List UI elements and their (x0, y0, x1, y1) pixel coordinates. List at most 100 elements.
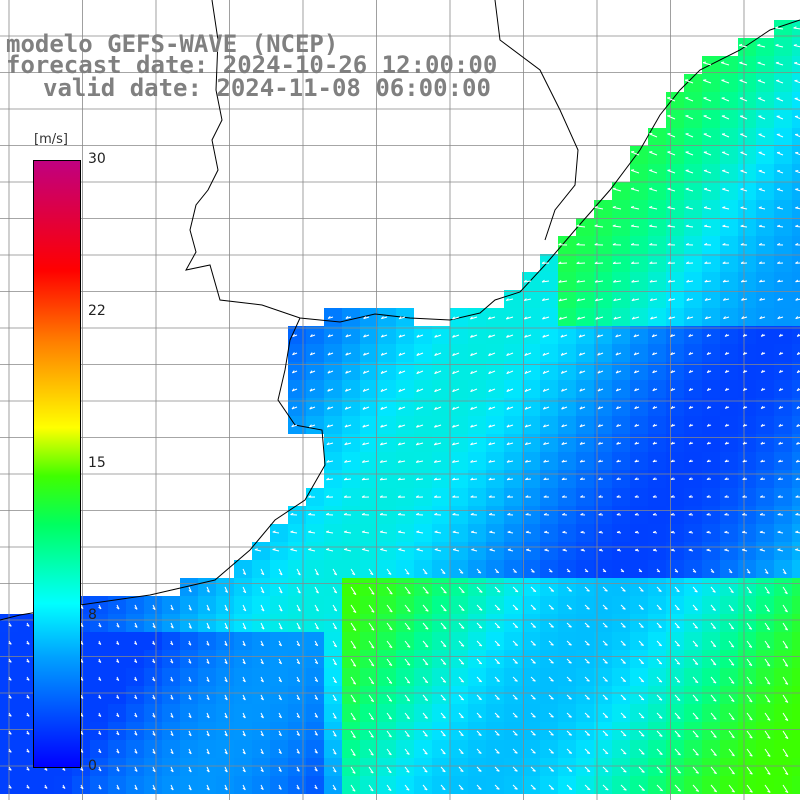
wind-arrow-head (326, 442, 330, 446)
wind-arrow-head (380, 388, 384, 392)
wind-arrow-head (416, 334, 420, 338)
wind-arrow (422, 586, 429, 594)
wind-arrow-head (380, 406, 384, 410)
wind-arrow-head (713, 699, 717, 702)
wind-arrow-head (134, 678, 138, 682)
wind-arrow (638, 730, 645, 737)
wind-arrow-head (397, 512, 402, 516)
wind-arrow-head (586, 752, 590, 754)
wind-arrow (758, 170, 766, 174)
wind-arrow (524, 388, 532, 392)
wind-arrow-head (362, 388, 366, 392)
wind-arrow-head (622, 626, 626, 628)
wind-arrow (728, 622, 735, 630)
wind-arrow-head (568, 752, 572, 754)
wind-arrow (416, 334, 424, 338)
wind-arrow-head (443, 645, 447, 648)
wind-arrow-head (724, 477, 728, 480)
wind-arrow-head (278, 697, 282, 701)
wind-arrow-head (478, 698, 482, 701)
wind-arrow-head (747, 571, 751, 574)
wind-arrow-head (314, 643, 319, 647)
wind-arrow (686, 280, 694, 283)
wind-arrow (542, 298, 550, 302)
wind-arrow-head (470, 316, 473, 320)
wind-arrow-head (688, 333, 692, 337)
wind-arrow-head (470, 459, 474, 463)
wind-arrow-head (634, 423, 638, 427)
wind-arrow (506, 406, 514, 410)
wind-arrow (686, 298, 694, 301)
wind-arrow (674, 640, 681, 647)
wind-arrow-head (327, 388, 330, 392)
wind-arrow (776, 133, 784, 138)
wind-arrow-head (766, 609, 770, 612)
wind-arrow-head (785, 718, 789, 721)
wind-arrow-head (766, 627, 770, 631)
wind-arrow-head (8, 768, 12, 771)
wind-arrow-head (724, 548, 728, 551)
wind-arrow-head (795, 261, 799, 264)
wind-arrow-head (278, 661, 282, 665)
wind-arrow-head (406, 752, 410, 755)
wind-arrow (260, 568, 265, 575)
wind-arrow-head (134, 714, 138, 718)
wind-arrow-head (542, 316, 545, 320)
wind-arrow-head (315, 609, 319, 612)
wind-arrow-head (254, 548, 258, 551)
wind-arrow-head (8, 642, 12, 645)
wind-arrow-head (550, 697, 554, 700)
wind-arrow (494, 658, 501, 664)
wind-cell (792, 362, 800, 380)
wind-arrow-head (8, 660, 12, 663)
wind-arrow (740, 133, 748, 138)
wind-arrow-head (542, 334, 546, 338)
wind-arrow-head (706, 495, 710, 498)
wind-arrow-head (704, 298, 708, 301)
wind-arrow (722, 207, 730, 210)
wind-arrow-head (793, 26, 797, 29)
wind-arrow-head (577, 316, 580, 320)
wind-arrow-head (397, 495, 401, 498)
wind-arrow-head (206, 590, 210, 593)
wind-arrow (685, 188, 694, 192)
wind-arrow (434, 388, 442, 393)
wind-cell (792, 416, 800, 434)
wind-arrow-head (26, 624, 30, 627)
wind-arrow-head (116, 769, 120, 772)
wind-arrow-head (514, 751, 518, 754)
wind-arrow (566, 748, 573, 754)
wind-arrow-head (668, 316, 672, 320)
wind-arrow (668, 280, 676, 283)
wind-arrow-head (670, 477, 674, 480)
wind-arrow (404, 730, 410, 737)
wind-arrow-head (783, 571, 787, 575)
wind-arrow-head (452, 389, 455, 393)
wind-arrow-head (333, 680, 337, 684)
wind-arrow-head (778, 441, 782, 445)
wind-arrow-head (724, 423, 728, 427)
wind-arrow-head (641, 752, 645, 755)
wind-arrow-head (309, 352, 313, 356)
wind-arrow-head (206, 661, 210, 664)
wind-arrow-head (206, 697, 210, 701)
wind-arrow-head (706, 477, 710, 480)
wind-arrow-head (224, 590, 228, 593)
wind-arrow-head (116, 678, 120, 681)
wind-arrow (476, 604, 483, 611)
wind-arrow-head (604, 680, 608, 682)
wind-arrow-head (242, 572, 246, 575)
wind-arrow-head (649, 261, 653, 264)
wind-arrow-head (742, 387, 746, 391)
wind-arrow (710, 676, 717, 684)
wind-arrow (452, 460, 460, 463)
wind-arrow-head (649, 169, 653, 171)
wind-arrow (674, 604, 680, 611)
wind-arrow-head (685, 242, 689, 246)
wind-arrow (422, 784, 428, 791)
wind-arrow-head (597, 388, 601, 392)
wind-arrow (350, 694, 357, 703)
wind-arrow-head (134, 769, 138, 772)
wind-arrow (656, 658, 663, 665)
wind-arrow (398, 424, 406, 428)
